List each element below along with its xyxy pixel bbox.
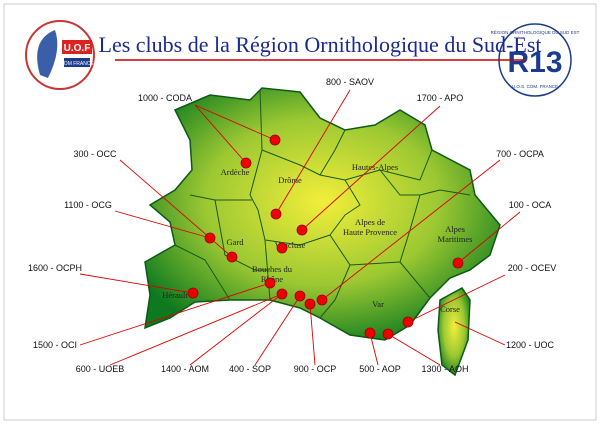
club-label: 1300 - AOH — [421, 364, 468, 374]
leader-line — [194, 104, 247, 164]
leader-line — [454, 321, 506, 346]
club-label: 1700 - APO — [417, 93, 464, 103]
club-label: 1600 - OCPH — [28, 263, 82, 273]
department-label: Alpes de Haute Provence — [343, 217, 397, 237]
club-label: 1200 - UOC — [506, 340, 555, 350]
department-label: Alpes Maritimes — [438, 224, 473, 244]
club-label: 300 - OCC — [73, 149, 117, 159]
region-map — [144, 87, 501, 377]
leader-line — [194, 104, 276, 141]
leader-line — [369, 332, 379, 366]
club-label: 400 - SOP — [229, 364, 271, 374]
leader-line — [309, 303, 316, 366]
department-label: Hérault — [162, 290, 188, 300]
title: Les clubs de la Région Ornithologique du… — [99, 32, 542, 57]
club-label: 1000 - CODA — [138, 93, 192, 103]
leader-line — [119, 159, 233, 258]
club-label: 1500 - OCI — [33, 340, 77, 350]
leader-line — [457, 211, 521, 264]
department-label: Ardèche — [221, 167, 250, 177]
club-label: 800 - SAOV — [326, 77, 374, 87]
leader-line — [114, 210, 211, 239]
logo-right-bottom: U.O.S. COM. FRANCE — [512, 84, 558, 89]
department-label: Hautes-Alpes — [352, 162, 398, 172]
club-label: 1100 - OCG — [64, 200, 112, 210]
leader-line — [321, 159, 501, 301]
logo-right-top: RÉGION ORNITHOLOGIQUE DU SUD EST — [491, 29, 580, 35]
logo-left-sub: COM FRANCE — [60, 61, 94, 67]
department-label: Var — [372, 299, 384, 309]
club-label: 200 - OCEV — [508, 263, 557, 273]
logo-right-code: R13 — [507, 46, 562, 79]
club-label: 500 - AOP — [359, 364, 401, 374]
club-label: 700 - OCPA — [496, 149, 544, 159]
leader-line — [254, 295, 301, 366]
logo-left-text: U.O.F — [64, 43, 91, 54]
club-label: 1400 - AOM — [161, 364, 209, 374]
club-dot — [276, 242, 288, 254]
frame — [3, 3, 597, 421]
department-label: Corse — [440, 304, 460, 314]
leader-line — [79, 273, 194, 294]
club-label: 100 - OCA — [509, 200, 552, 210]
logo-left: U.O.F COM FRANCE — [25, 20, 95, 90]
leader-line — [387, 333, 441, 366]
leader-line — [301, 105, 441, 231]
department-label: Gard — [227, 237, 245, 247]
department-label: Drôme — [278, 175, 302, 185]
club-label: 600 - UOEB — [76, 364, 125, 374]
leader-line — [189, 293, 283, 366]
leader-line — [79, 282, 271, 346]
department-label: Vaucluse — [275, 240, 306, 250]
club-label: 900 - OCP — [294, 364, 337, 374]
leader-line — [407, 274, 506, 323]
leader-line — [109, 293, 283, 366]
leader-line — [275, 89, 351, 215]
